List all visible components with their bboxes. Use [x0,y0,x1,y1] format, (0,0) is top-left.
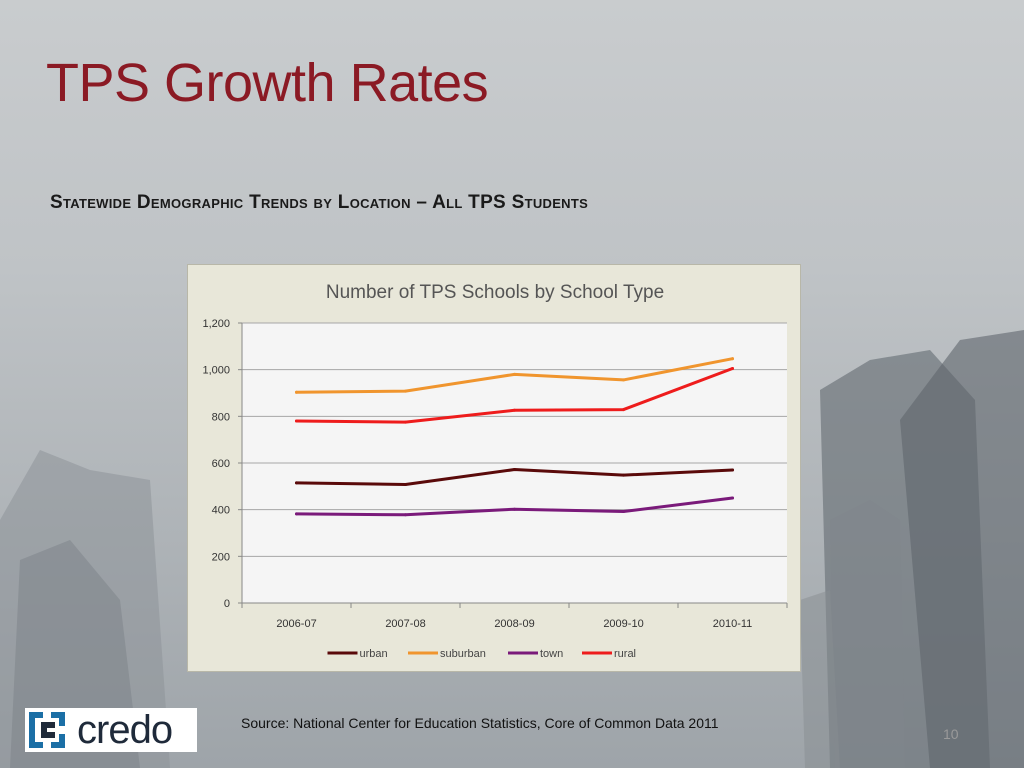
chart-frame: Number of TPS Schools by School Type 0 200… [187,264,801,672]
data-point-rural [404,420,407,424]
data-point-town [731,496,734,500]
data-point-town [622,510,625,514]
slide-subtitle: Statewide Demographic Trends by Location… [50,192,589,213]
data-point-urban [731,468,734,472]
data-point-rural [731,367,734,370]
data-point-town [295,512,298,516]
y-tick-label: 400 [212,505,230,517]
y-tick-label: 200 [212,551,230,563]
x-tick-label: 2007-08 [385,618,425,630]
x-tick-label: 2006-07 [276,618,316,630]
credo-logo-wordmark: credo [77,708,173,752]
x-tick-label: 2010-11 [713,618,753,630]
source-note: Source: National Center for Education St… [241,715,719,731]
y-tick-label: 1,200 [202,318,230,330]
y-tick-label: 800 [212,411,230,423]
legend-label-suburban: suburban [440,648,486,660]
slide-title: TPS Growth Rates [46,53,489,113]
x-tick-label: 2009-10 [603,618,643,630]
data-point-urban [404,482,407,486]
y-tick-label: 1,000 [202,365,230,377]
data-point-suburban [731,357,734,361]
data-point-rural [622,408,625,412]
line-chart: Number of TPS Schools by School Type 0 200… [202,282,788,660]
data-point-suburban [622,378,625,382]
credo-logo-icon [26,709,68,751]
legend-label-rural: rural [614,648,636,660]
data-point-suburban [404,389,407,393]
data-point-urban [622,473,625,477]
data-point-rural [295,419,298,423]
y-tick-label: 600 [212,458,230,470]
page-number: 10 [943,726,959,742]
legend-label-urban: urban [360,648,388,660]
data-point-urban [295,481,298,485]
data-point-suburban [513,372,516,376]
data-point-town [513,507,516,511]
x-tick-label: 2008-09 [494,618,534,630]
credo-logo: credo [25,708,197,752]
y-tick-label: 0 [224,598,230,610]
chart-title: Number of TPS Schools by School Type [326,282,664,303]
legend-label-town: town [540,648,563,660]
data-point-town [404,513,407,517]
data-point-rural [513,408,516,412]
data-point-suburban [295,390,298,394]
data-point-urban [513,468,516,472]
